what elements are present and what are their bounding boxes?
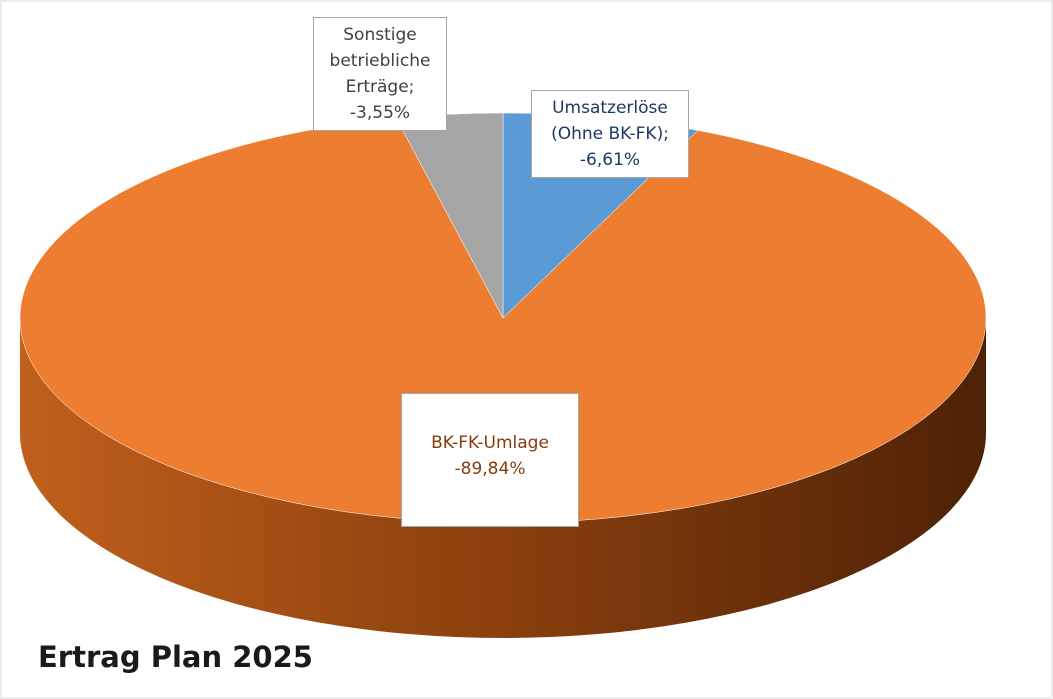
value-label: -6,61% [579,150,641,170]
category-label: Umsatzerlöse (Ohne BK-FK); [551,98,669,144]
value-label: -3,55% [349,103,411,123]
category-label: BK-FK-Umlage [431,433,549,453]
label-box: Sonstige betriebliche Erträge; -3,55% [313,17,447,131]
category-label: Sonstige betriebliche Erträge; [329,25,431,97]
label-box: BK-FK-Umlage -89,84% [401,393,579,527]
pie-side [20,318,986,638]
label-box: Umsatzerlöse (Ohne BK-FK); -6,61% [531,90,689,178]
value-label: -89,84% [454,459,526,479]
chart-title: Ertrag Plan 2025 [38,640,313,674]
